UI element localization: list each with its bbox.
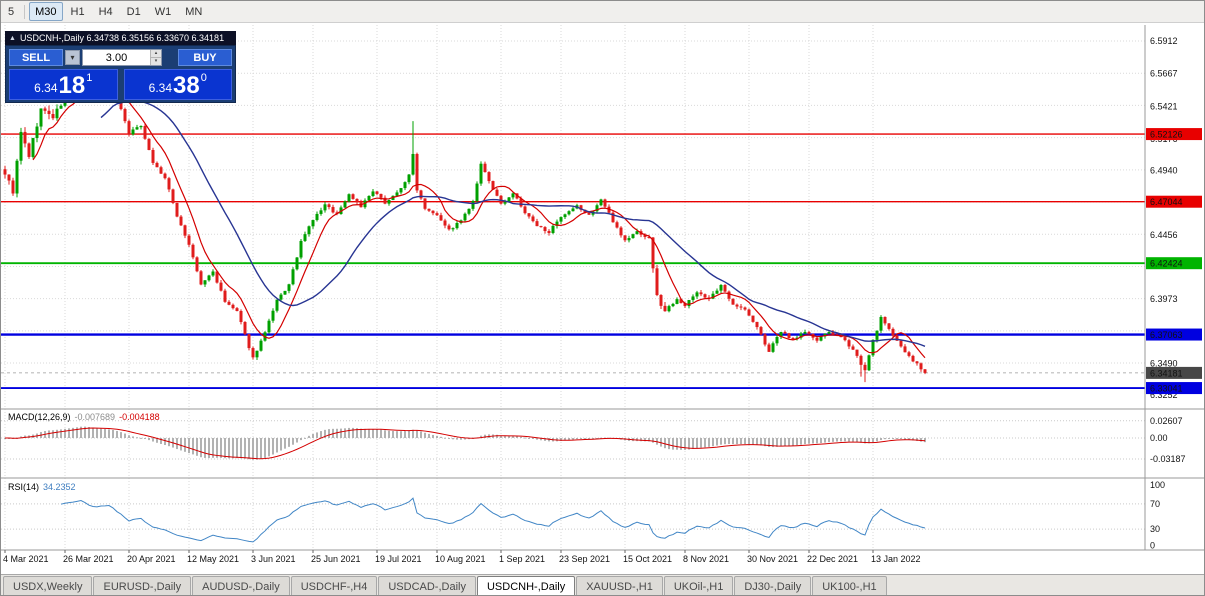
ask-pips: 38 <box>173 71 200 99</box>
svg-text:3 Jun 2021: 3 Jun 2021 <box>251 554 296 564</box>
chart-tab-usdx-weekly[interactable]: USDX,Weekly <box>3 576 93 595</box>
chart-tab-dj30-daily[interactable]: DJ30-,Daily <box>734 576 812 595</box>
sell-button[interactable]: SELL <box>9 49 63 66</box>
ask-point: 0 <box>200 72 207 84</box>
svg-text:12 May 2021: 12 May 2021 <box>187 554 239 564</box>
trade-controls-row: SELL ▾ ▴ ▾ BUY <box>9 49 232 66</box>
chart-tab-xauusd-h1[interactable]: XAUUSD-,H1 <box>576 576 663 595</box>
volume-increase-button[interactable]: ▴ <box>150 50 161 57</box>
chart-tab-uk100-h1[interactable]: UK100-,H1 <box>812 576 887 595</box>
svg-text:22 Dec 2021: 22 Dec 2021 <box>807 554 858 564</box>
svg-text:6.37063: 6.37063 <box>1150 330 1183 340</box>
chart-title: USDCNH-,Daily 6.34738 6.35156 6.33670 6.… <box>19 33 225 43</box>
grid <box>1 25 1145 550</box>
svg-text:6.5667: 6.5667 <box>1150 69 1178 79</box>
buy-price-button[interactable]: 6.34 38 0 <box>123 69 232 100</box>
svg-text:0.02607: 0.02607 <box>1150 416 1183 426</box>
sell-price-button[interactable]: 6.34 18 1 <box>9 69 118 100</box>
svg-text:6.4456: 6.4456 <box>1150 230 1178 240</box>
svg-text:-0.03187: -0.03187 <box>1150 454 1186 464</box>
svg-text:30 Nov 2021: 30 Nov 2021 <box>747 554 798 564</box>
chart-area: MACD(12,26,9) -0.007689 -0.004188 RSI(14) 34… <box>1 23 1205 574</box>
moving-averages <box>32 84 926 359</box>
timeframe-button-w1[interactable]: W1 <box>154 5 172 18</box>
svg-text:4 Mar 2021: 4 Mar 2021 <box>3 554 49 564</box>
svg-text:20 Apr 2021: 20 Apr 2021 <box>127 554 176 564</box>
panel-separators <box>1 25 1204 551</box>
timeframe-button-mn[interactable]: MN <box>185 5 203 18</box>
svg-text:15 Oct 2021: 15 Oct 2021 <box>623 554 672 564</box>
chart-title-bar: ▲ USDCNH-,Daily 6.34738 6.35156 6.33670 … <box>5 31 236 45</box>
svg-text:MACD(12,26,9)-0.007689-0.00418: MACD(12,26,9) -0.007689 -0.004188 <box>8 412 160 422</box>
svg-text:8 Nov 2021: 8 Nov 2021 <box>683 554 729 564</box>
svg-text:6.4940: 6.4940 <box>1150 165 1178 175</box>
trade-price-row: 6.34 18 1 6.34 38 0 <box>9 69 232 100</box>
svg-text:13 Jan 2022: 13 Jan 2022 <box>871 554 921 564</box>
volume-input[interactable] <box>83 50 150 65</box>
bid-pips: 18 <box>58 71 86 99</box>
volume-decrease-button[interactable]: ▾ <box>150 57 161 65</box>
svg-text:6.3252: 6.3252 <box>1150 390 1178 400</box>
svg-text:10 Aug 2021: 10 Aug 2021 <box>435 554 486 564</box>
chart-icon: ▲ <box>9 34 16 42</box>
svg-text:6.33041: 6.33041 <box>1150 384 1183 394</box>
svg-text:26 Mar 2021: 26 Mar 2021 <box>63 554 114 564</box>
chart-tab-ukoil-h1[interactable]: UKOil-,H1 <box>663 576 734 595</box>
svg-text:25 Jun 2021: 25 Jun 2021 <box>311 554 361 564</box>
svg-text:6.52126: 6.52126 <box>1150 130 1183 140</box>
svg-text:23 Sep 2021: 23 Sep 2021 <box>559 554 610 564</box>
timeframe-button-5[interactable]: 5 <box>8 5 15 18</box>
timeframe-toolbar: 5 M30 H1 H4 D1 W1 MN <box>1 1 1204 23</box>
chart-tab-usdcad-daily[interactable]: USDCAD-,Daily <box>378 576 476 595</box>
svg-text:6.5421: 6.5421 <box>1150 101 1178 111</box>
timeframe-button-d1[interactable]: D1 <box>126 5 141 18</box>
buy-button[interactable]: BUY <box>178 49 232 66</box>
volume-box: ▴ ▾ <box>82 49 162 66</box>
price-axis[interactable]: 6.59126.56676.54216.51766.49406.44566.39… <box>1146 36 1202 551</box>
macd-panel: MACD(12,26,9) -0.007689 -0.004188 <box>1 412 1145 460</box>
svg-text:30: 30 <box>1150 524 1160 534</box>
svg-text:0.00: 0.00 <box>1150 433 1168 443</box>
svg-text:70: 70 <box>1150 499 1160 509</box>
bid-point: 1 <box>86 72 93 84</box>
one-click-trading-panel: SELL ▾ ▴ ▾ BUY 6.34181 6.343 <box>5 45 236 103</box>
chart-tab-usdchf-h4[interactable]: USDCHF-,H4 <box>290 576 378 595</box>
svg-text:100: 100 <box>1150 480 1165 490</box>
svg-text:RSI(14)34.2352: RSI(14) 34.2352 <box>8 482 76 492</box>
svg-text:6.3490: 6.3490 <box>1150 358 1178 368</box>
volume-spinner: ▴ ▾ <box>150 50 161 65</box>
timeframe-button-m30[interactable]: M30 <box>29 2 63 21</box>
timeframe-button-h1[interactable]: H1 <box>70 5 85 18</box>
svg-text:6.5912: 6.5912 <box>1150 36 1178 46</box>
chevron-down-icon: ▾ <box>70 53 75 62</box>
svg-text:6.42424: 6.42424 <box>1150 259 1183 269</box>
svg-text:6.3973: 6.3973 <box>1150 294 1178 304</box>
bid-prefix: 6.34 <box>34 81 58 95</box>
time-axis[interactable]: 4 Mar 2021 26 Mar 2021 20 Apr 2021 12 May 2… <box>3 550 921 564</box>
price-level-lines[interactable] <box>1 133 1145 389</box>
svg-text:1 Sep 2021: 1 Sep 2021 <box>499 554 545 564</box>
toolbar-separator <box>24 4 26 19</box>
trade-options-dropdown[interactable]: ▾ <box>65 50 80 65</box>
svg-text:19 Jul 2021: 19 Jul 2021 <box>375 554 422 564</box>
timeframe-button-h4[interactable]: H4 <box>98 5 113 18</box>
chart-tab-eurusd-daily[interactable]: EURUSD-,Daily <box>93 576 192 595</box>
chart-canvas[interactable]: MACD(12,26,9) -0.007689 -0.004188 RSI(14) 34… <box>1 23 1205 574</box>
chart-tab-usdcnh-daily[interactable]: USDCNH-,Daily <box>476 576 576 595</box>
svg-text:6.34181: 6.34181 <box>1150 368 1183 378</box>
chart-tab-bar: USDX,Weekly EURUSD-,Daily AUDUSD-,Daily USD… <box>1 574 1204 595</box>
ask-prefix: 6.34 <box>148 81 173 95</box>
svg-text:6.47044: 6.47044 <box>1150 197 1183 207</box>
rsi-panel: RSI(14) 34.2352 <box>1 482 1145 543</box>
svg-text:0: 0 <box>1150 541 1155 551</box>
chart-tab-audusd-daily[interactable]: AUDUSD-,Daily <box>192 576 290 595</box>
